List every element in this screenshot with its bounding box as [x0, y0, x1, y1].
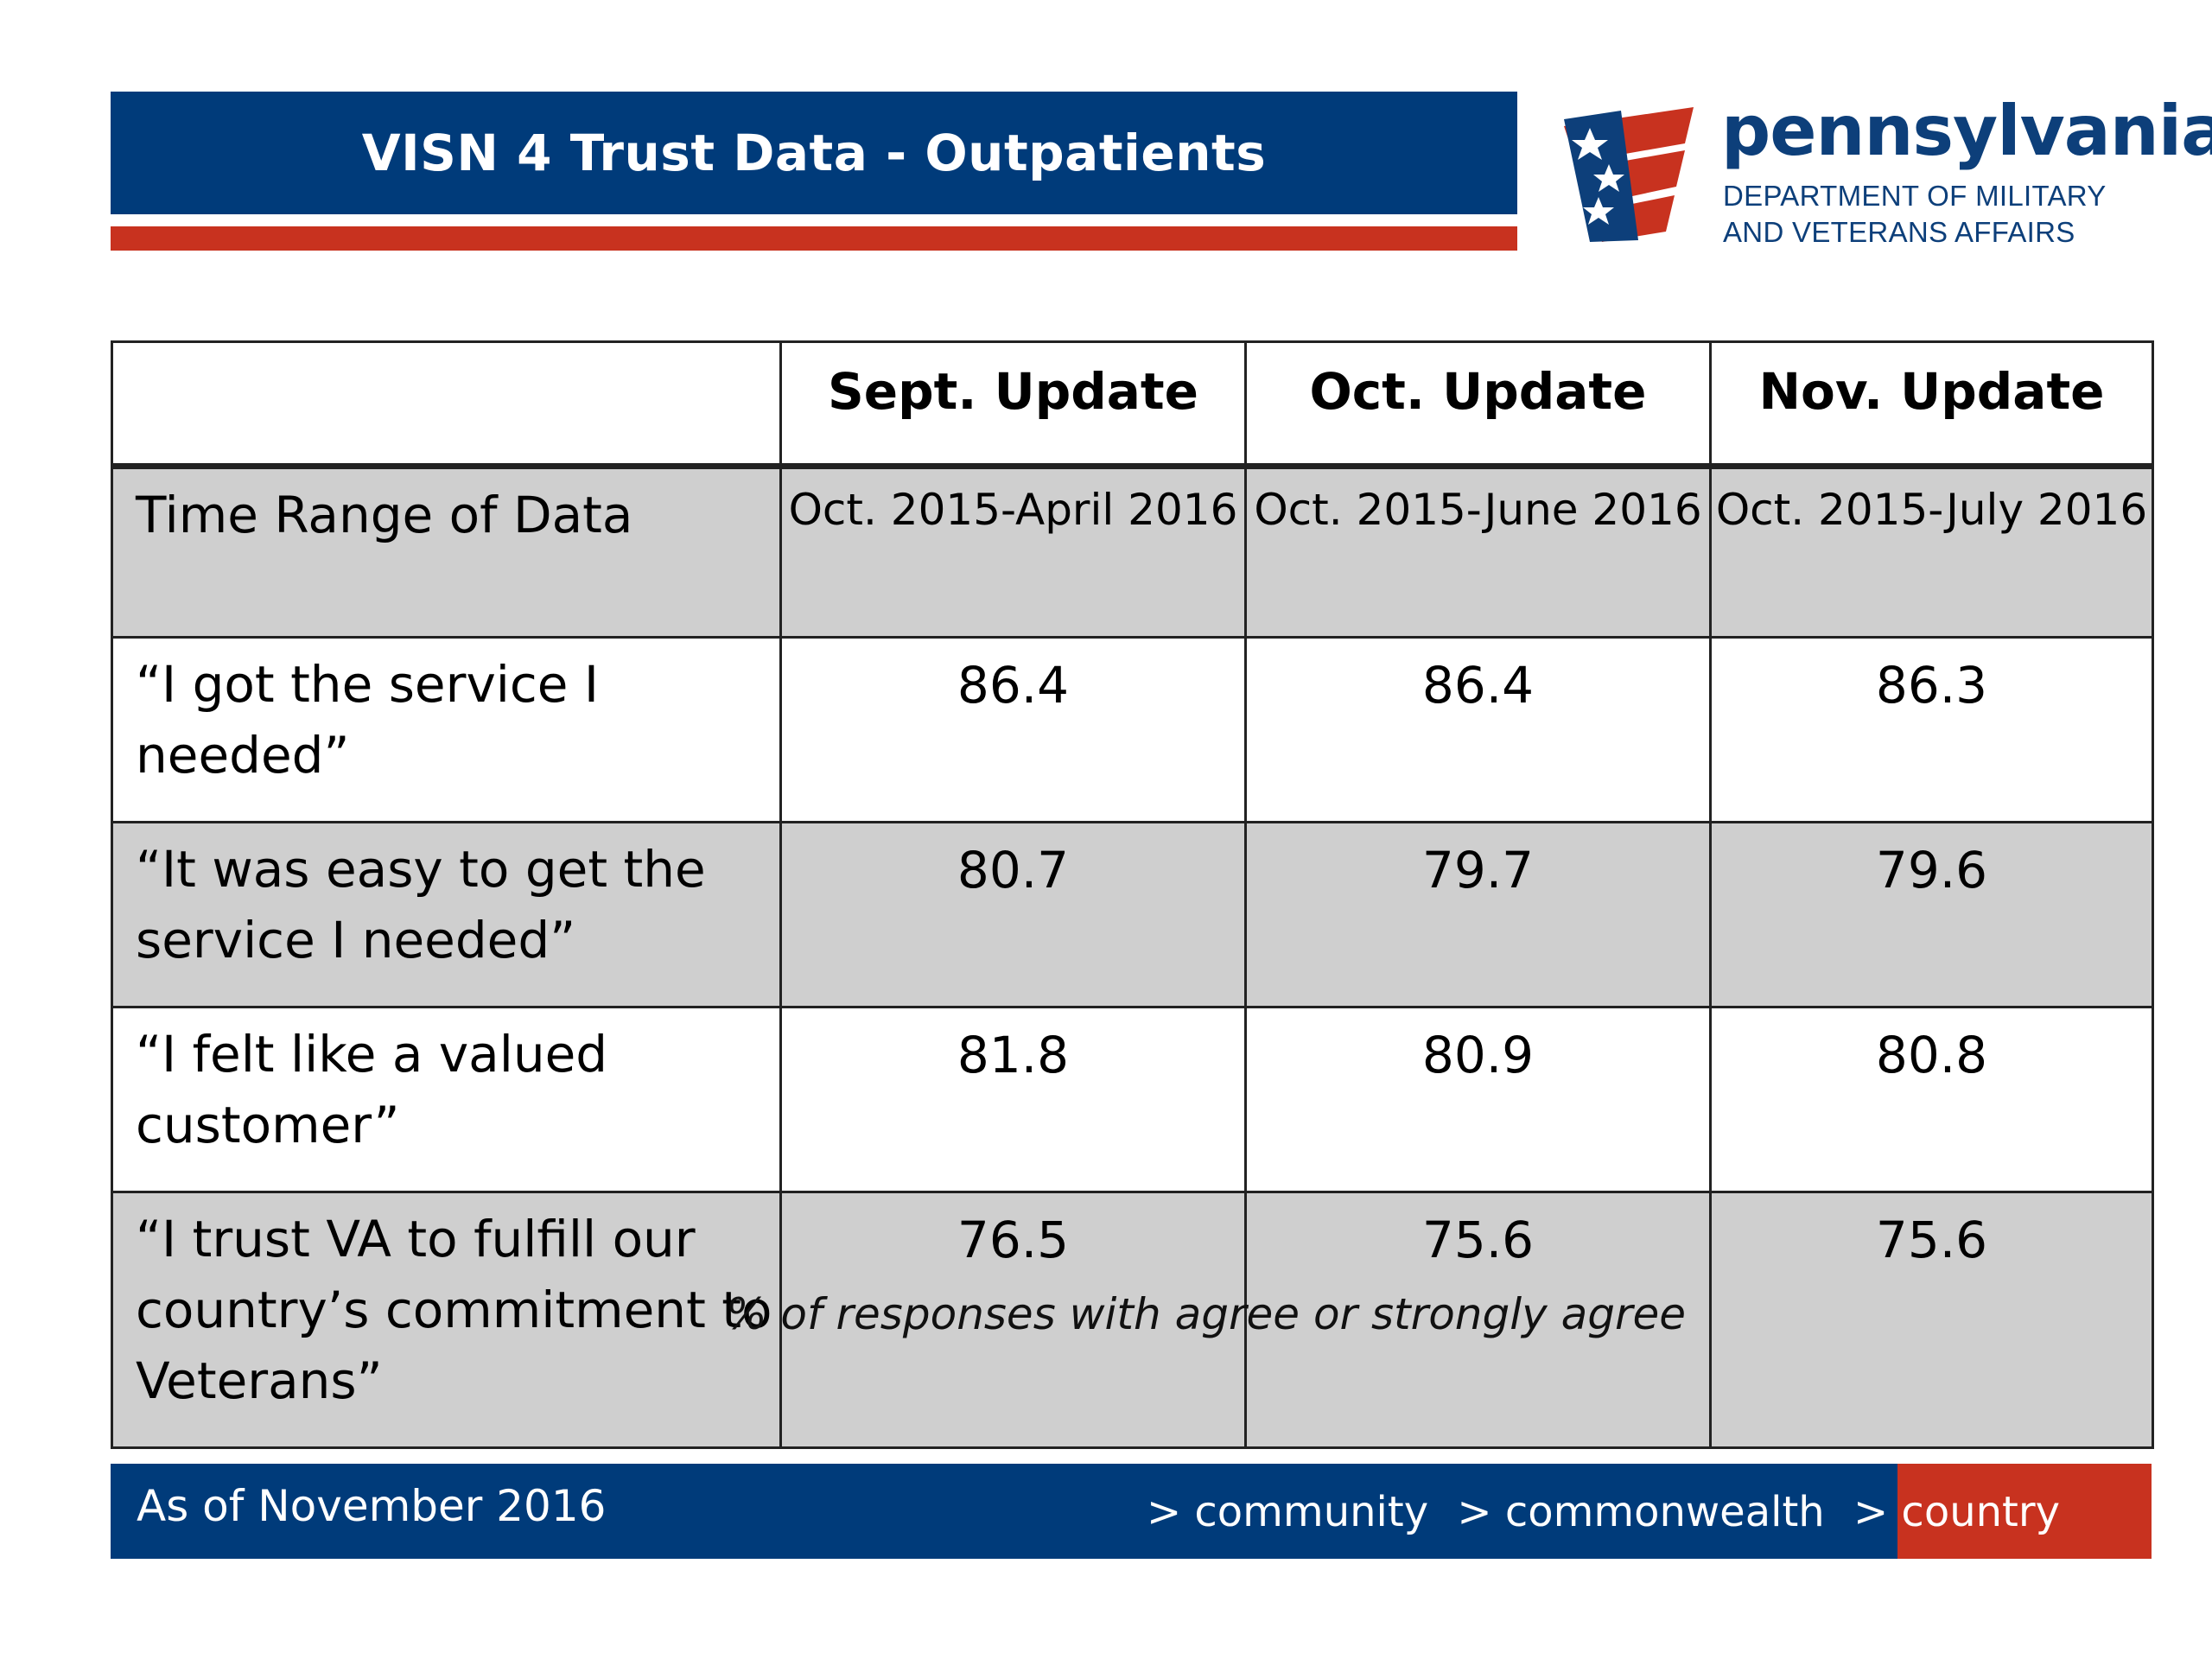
footer-date: As of November 2016 [137, 1481, 607, 1531]
cell-value: 75.6 [1709, 1191, 2154, 1449]
logo-subtitle: DEPARTMENT OF MILITARY AND VETERANS AFFA… [1723, 178, 2107, 251]
cell-value: 80.7 [779, 821, 1247, 1008]
header-cell-nov: Nov. Update [1709, 340, 2154, 469]
cell-value: 86.3 [1709, 636, 2154, 823]
table-row: “It was easy to get the service I needed… [111, 821, 2154, 1008]
logo-subtitle-line1: DEPARTMENT OF MILITARY [1723, 180, 2107, 212]
tagline-country: > country [1853, 1488, 2060, 1536]
row-label: “I trust VA to fulfill our country’s com… [111, 1191, 782, 1449]
cell-value: 80.9 [1244, 1006, 1712, 1193]
cell-value: 79.6 [1709, 821, 2154, 1008]
row-label: “I got the service I needed” [111, 636, 782, 823]
logo-subtitle-line2: AND VETERANS AFFAIRS [1723, 216, 2075, 248]
cell-value: 86.4 [1244, 636, 1712, 823]
row-label: Time Range of Data [111, 465, 782, 639]
logo-wordmark: pennsylvania [1721, 91, 2212, 171]
row-label: “It was easy to get the service I needed… [111, 821, 782, 1008]
header-cell-oct: Oct. Update [1244, 340, 1712, 469]
cell-value: 79.7 [1244, 821, 1712, 1008]
cell-value: 76.5 [779, 1191, 1247, 1449]
footer-tagline: > community > commonwealth > country [1131, 1488, 2060, 1536]
table-row: “I trust VA to fulfill our country’s com… [111, 1191, 2154, 1449]
cell-value: 75.6 [1244, 1191, 1712, 1449]
tagline-commonwealth: > commonwealth [1457, 1488, 1825, 1536]
title-red-stripe [111, 226, 1517, 251]
row-label: “I felt like a valued customer” [111, 1006, 782, 1193]
trust-data-table: Sept. Update Oct. Update Nov. Update Tim… [111, 340, 2154, 1449]
cell-value: Oct. 2015-July 2016 [1709, 465, 2154, 639]
table-row: “I felt like a valued customer” 81.8 80.… [111, 1006, 2154, 1193]
footer-red-block [1897, 1464, 2152, 1559]
flag-emblem-icon [1564, 107, 1694, 242]
header-cell-empty [111, 340, 782, 469]
cell-value: 86.4 [779, 636, 1247, 823]
table-header-row: Sept. Update Oct. Update Nov. Update [111, 340, 2154, 469]
slide-title-text: VISN 4 Trust Data - Outpatients [361, 124, 1267, 182]
header-cell-sept: Sept. Update [779, 340, 1247, 469]
pa-dmva-logo: pennsylvania DEPARTMENT OF MILITARY AND … [1555, 97, 2212, 252]
cell-value: 81.8 [779, 1006, 1247, 1193]
cell-value: Oct. 2015-June 2016 [1244, 465, 1712, 639]
cell-value: 80.8 [1709, 1006, 2154, 1193]
footer-bar: As of November 2016 > community > common… [111, 1464, 2152, 1559]
table-footnote: % of responses with agree or strongly ag… [726, 1289, 1687, 1339]
tagline-community: > community [1146, 1488, 1429, 1536]
slide-title: VISN 4 Trust Data - Outpatients [111, 92, 1517, 214]
cell-value: Oct. 2015-April 2016 [779, 465, 1247, 639]
table-row: “I got the service I needed” 86.4 86.4 8… [111, 636, 2154, 823]
table-row: Time Range of Data Oct. 2015-April 2016 … [111, 465, 2154, 639]
